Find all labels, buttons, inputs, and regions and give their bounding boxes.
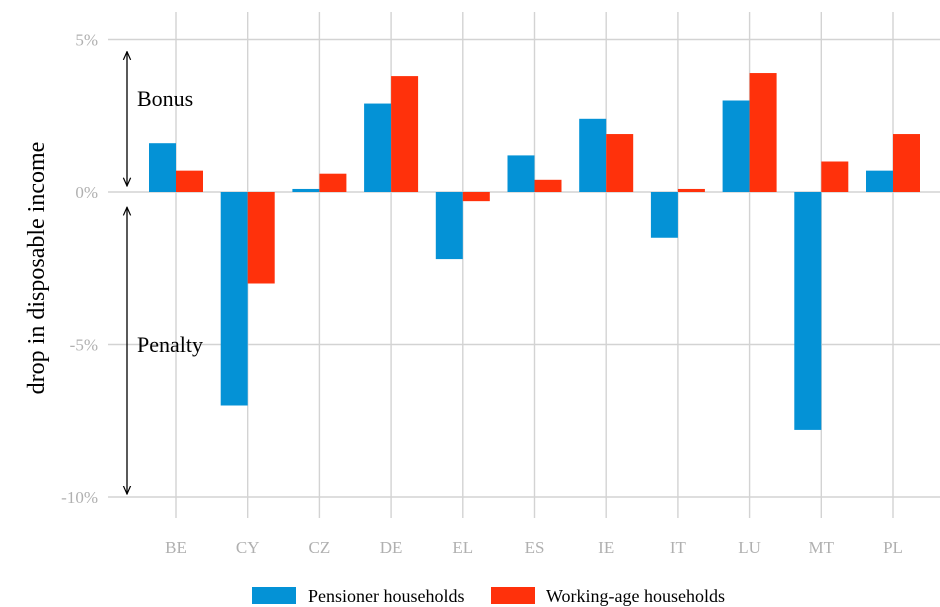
x-tick-label: CY [236, 538, 260, 557]
y-axis-title: drop in disposable income [24, 142, 50, 395]
y-tick-label: -10% [61, 488, 98, 507]
bar-pensioner-de [364, 103, 392, 192]
bar-pensioner-mt [794, 192, 822, 430]
legend: Pensioner households Working-age househol… [252, 586, 725, 606]
bar-pensioner-lu [722, 100, 750, 192]
legend-swatch [252, 587, 296, 604]
bar-working-age-pl [893, 134, 920, 192]
y-tick-label: 0% [75, 183, 98, 202]
x-tick-label: CZ [309, 538, 331, 557]
x-tick-label: LU [738, 538, 761, 557]
x-tick-label: PL [883, 538, 903, 557]
x-tick-label: MT [809, 538, 835, 557]
bar-working-age-es [534, 179, 562, 192]
bar-working-age-cz [319, 173, 347, 192]
legend-swatch [491, 587, 535, 604]
x-tick-label: ES [525, 538, 545, 557]
bar-pensioner-it [650, 192, 678, 238]
bar-pensioner-cz [292, 188, 320, 192]
bar-working-age-mt [821, 161, 849, 192]
y-tick-label: 5% [75, 31, 98, 50]
bar-working-age-el [462, 192, 490, 202]
bar-working-age-cy [247, 192, 275, 284]
bar-working-age-de [391, 76, 419, 192]
bar-pensioner-el [435, 192, 463, 260]
x-tick-label: BE [165, 538, 187, 557]
annotation-label: Penalty [137, 332, 203, 357]
annotation-label: Bonus [137, 86, 193, 111]
x-tick-label: EL [452, 538, 473, 557]
bar-working-age-ie [606, 134, 634, 192]
legend-label: Pensioner households [308, 586, 465, 606]
bar-pensioner-ie [579, 118, 607, 192]
bar-working-age-it [677, 188, 705, 192]
legend-label: Working-age households [546, 586, 725, 606]
bar-pensioner-es [507, 155, 535, 192]
tick-labels: 5% 0% -5% -10% BE CY CZ DE EL ES IE IT LU MT PL [61, 31, 903, 558]
bar-working-age-lu [749, 73, 777, 192]
bar-pensioner-pl [866, 170, 893, 192]
x-tick-label: DE [380, 538, 403, 557]
bars [149, 73, 920, 430]
bar-working-age-be [176, 170, 203, 192]
bar-pensioner-be [149, 143, 176, 192]
annotations: Bonus Penalty [127, 52, 203, 494]
bar-pensioner-cy [220, 192, 248, 406]
y-tick-label: -5% [70, 336, 98, 355]
x-tick-label: IT [670, 538, 687, 557]
x-tick-label: IE [598, 538, 614, 557]
